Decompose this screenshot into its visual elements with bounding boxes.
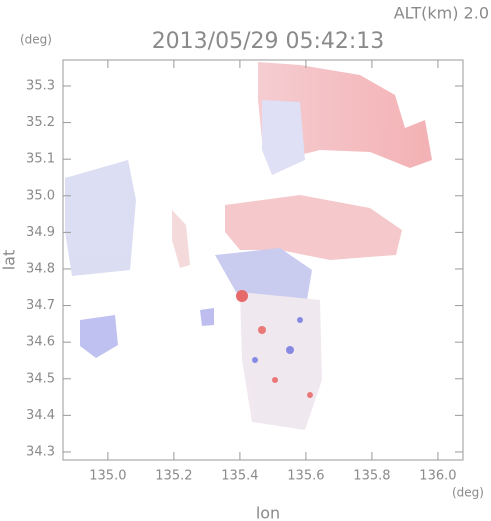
y-tick-label: 34.4 [26,408,55,423]
x-tick-label: 135.6 [287,469,324,484]
y-tick-label: 35.2 [26,115,55,130]
altitude-label: ALT(km) 2.0 [394,4,489,23]
x-tick-label: 135.2 [155,469,192,484]
y-tick-label: 34.6 [26,335,55,350]
radar-echo [65,62,432,430]
y-unit: (deg) [20,33,52,47]
y-tick-label: 34.8 [26,261,55,276]
x-tick-label: 135.8 [353,469,390,484]
x-tick-label: 135.4 [221,469,258,484]
x-tick-label: 136.0 [419,469,456,484]
x-axis-label: lon [256,504,280,521]
chart-title: 2013/05/29 05:42:13 [152,29,385,54]
y-tick-label: 34.3 [26,444,55,459]
y-tick-label: 35.3 [26,78,55,93]
y-tick-label: 34.9 [26,225,55,240]
y-tick-label: 34.5 [26,371,55,386]
y-tick-label: 35.0 [26,188,55,203]
x-unit: (deg) [452,486,484,500]
y-tick-label: 35.1 [26,152,55,167]
y-tick-label: 34.7 [26,298,55,313]
x-tick-label: 135.0 [89,469,126,484]
y-axis-label: lat [0,250,19,271]
plot-frame [62,59,464,461]
